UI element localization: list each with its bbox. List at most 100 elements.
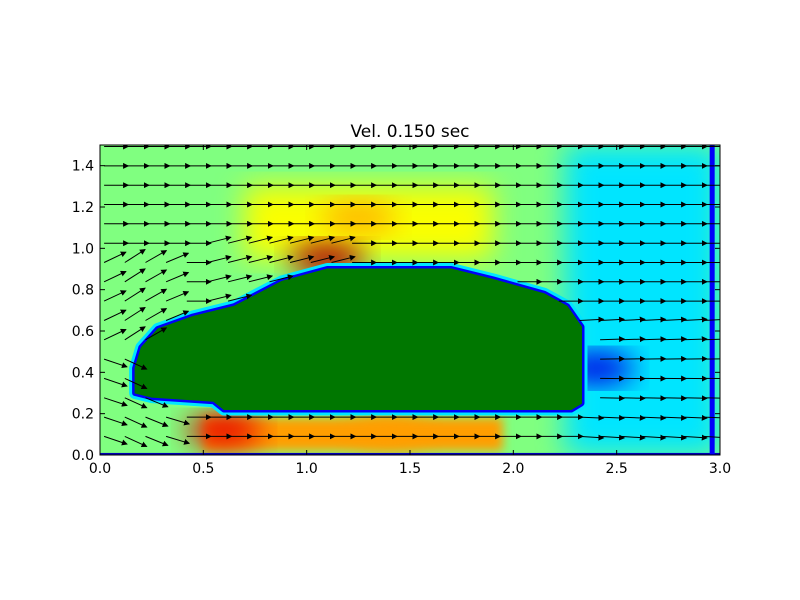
velocity-arrow xyxy=(682,316,708,323)
velocity-arrow xyxy=(165,435,191,445)
velocity-arrow xyxy=(682,434,708,441)
speed-hotspot xyxy=(186,414,262,447)
velocity-arrow xyxy=(124,249,146,263)
velocity-arrow xyxy=(310,235,336,244)
velocity-arrow xyxy=(103,397,128,407)
velocity-arrow xyxy=(579,414,605,421)
velocity-arrow xyxy=(703,435,720,438)
y-tick-label: 0.6 xyxy=(72,324,94,340)
velocity-arrow xyxy=(207,274,232,283)
velocity-arrow xyxy=(165,271,190,283)
velocity-arrow xyxy=(103,270,127,283)
velocity-arrow xyxy=(145,288,168,302)
velocity-arrow xyxy=(207,293,232,302)
velocity-arrow xyxy=(145,269,168,283)
velocity-arrow xyxy=(124,416,148,428)
velocity-arrow xyxy=(641,414,667,421)
velocity-arrow xyxy=(620,395,646,402)
velocity-arrow xyxy=(600,414,626,421)
x-tick-label: 1.0 xyxy=(296,461,318,477)
velocity-arrow xyxy=(165,416,191,426)
velocity-arrow xyxy=(207,254,232,263)
velocity-arrow xyxy=(579,316,605,323)
velocity-arrow xyxy=(145,250,168,263)
velocity-arrow xyxy=(103,251,127,263)
velocity-arrow xyxy=(662,316,688,323)
speed-hotspot xyxy=(320,201,397,234)
x-tick-label: 3.0 xyxy=(709,461,731,477)
obstacle-body xyxy=(134,268,582,410)
velocity-arrow xyxy=(641,395,667,402)
velocity-arrow xyxy=(227,235,253,244)
velocity-arrow xyxy=(682,414,708,421)
velocity-arrow xyxy=(145,435,169,447)
y-tick-label: 1.4 xyxy=(72,159,94,175)
x-tick-label: 2.5 xyxy=(606,461,628,477)
velocity-arrow xyxy=(703,397,720,399)
velocity-arrow xyxy=(703,319,720,321)
velocity-arrow xyxy=(207,235,232,244)
velocity-arrow xyxy=(124,326,146,341)
velocity-arrow xyxy=(124,377,148,390)
velocity-arrow xyxy=(124,397,148,409)
velocity-arrow xyxy=(703,338,720,341)
velocity-arrow xyxy=(682,336,708,343)
velocity-arrow xyxy=(248,274,274,283)
velocity-arrow xyxy=(600,336,626,343)
velocity-arrow xyxy=(620,434,646,441)
velocity-arrow xyxy=(662,395,688,402)
velocity-arrow xyxy=(269,235,294,244)
velocity-arrow xyxy=(103,290,127,302)
velocity-arrow xyxy=(248,235,274,244)
x-tick-label: 0.5 xyxy=(192,461,214,477)
velocity-arrow xyxy=(145,397,169,408)
velocity-arrow xyxy=(620,336,646,343)
velocity-arrow xyxy=(227,274,253,283)
velocity-arrow xyxy=(227,254,253,263)
velocity-arrow xyxy=(165,290,190,302)
velocity-arrow xyxy=(703,416,720,419)
y-tick-label: 0.0 xyxy=(72,448,94,464)
velocity-arrow xyxy=(227,293,253,302)
velocity-arrow xyxy=(310,254,336,263)
velocity-arrows xyxy=(103,145,720,448)
velocity-arrow xyxy=(103,328,127,341)
speed-hotspot xyxy=(351,414,428,447)
velocity-arrow xyxy=(124,287,146,302)
velocity-arrow xyxy=(103,377,128,388)
velocity-arrow xyxy=(145,416,169,428)
velocity-arrow xyxy=(662,336,688,343)
velocity-arrow xyxy=(248,254,274,263)
y-axis: 0.0 0.2 0.4 0.6 0.8 1.0 1.2 1.4 xyxy=(72,159,720,464)
velocity-arrow xyxy=(124,435,148,448)
velocity-arrow xyxy=(269,254,294,263)
velocity-arrow xyxy=(124,268,146,283)
velocity-arrow xyxy=(269,274,294,283)
velocity-arrow xyxy=(145,308,168,321)
velocity-arrow xyxy=(600,395,626,402)
velocity-arrow xyxy=(662,434,688,441)
velocity-arrow xyxy=(331,235,356,244)
velocity-arrow xyxy=(165,252,190,263)
chart-title: Vel. 0.150 sec xyxy=(350,122,469,142)
velocity-arrow xyxy=(124,358,148,370)
velocity-arrow xyxy=(682,395,708,402)
velocity-arrow xyxy=(103,416,128,427)
velocity-arrow xyxy=(165,310,190,321)
car-obstacle xyxy=(129,263,588,416)
x-tick-label: 2.0 xyxy=(502,461,524,477)
x-tick-label: 1.5 xyxy=(399,461,421,477)
velocity-arrow xyxy=(620,316,646,323)
velocity-arrow xyxy=(289,235,315,244)
velocity-arrow xyxy=(124,306,146,321)
velocity-arrow xyxy=(331,254,356,263)
velocity-arrow xyxy=(103,309,127,321)
velocity-arrow xyxy=(641,316,667,323)
y-tick-label: 0.8 xyxy=(72,283,94,299)
plot-area xyxy=(100,145,720,455)
velocity-arrow xyxy=(620,414,646,421)
y-tick-label: 1.0 xyxy=(72,241,94,257)
velocity-arrow xyxy=(289,254,315,263)
velocity-arrow xyxy=(579,434,605,441)
velocity-arrow xyxy=(103,435,128,446)
